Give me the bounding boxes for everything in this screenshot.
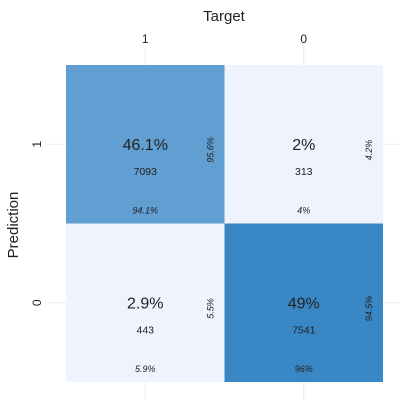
y-tick-label: 1 [30,141,44,148]
y-tick-label: 0 [30,299,44,306]
cell-percent: 2% [292,137,315,154]
cell-count: 443 [136,324,154,336]
cell-percent: 49% [288,296,320,313]
row-percent: 95.6% [205,137,215,163]
tile [224,223,383,382]
x-tick-label: 0 [300,32,307,46]
column-percent: 5.9% [135,364,156,374]
cell-percent: 46.1% [123,137,168,154]
x-axis-title: Target [203,8,246,25]
column-percent: 4% [297,205,310,215]
tile [66,65,225,224]
row-percent: 94.5% [364,296,374,322]
cell-count: 313 [295,166,313,178]
cell-percent: 2.9% [127,296,163,313]
cell-count: 7093 [134,166,158,178]
x-tick-label: 1 [142,32,149,46]
tile [224,65,383,224]
y-axis-title: Prediction [5,192,22,259]
row-percent: 4.2% [364,140,374,161]
column-percent: 96% [295,364,313,374]
column-percent: 94.1% [132,205,158,215]
tile [66,223,225,382]
cell-count: 7541 [292,324,316,336]
row-percent: 5.5% [205,298,215,319]
